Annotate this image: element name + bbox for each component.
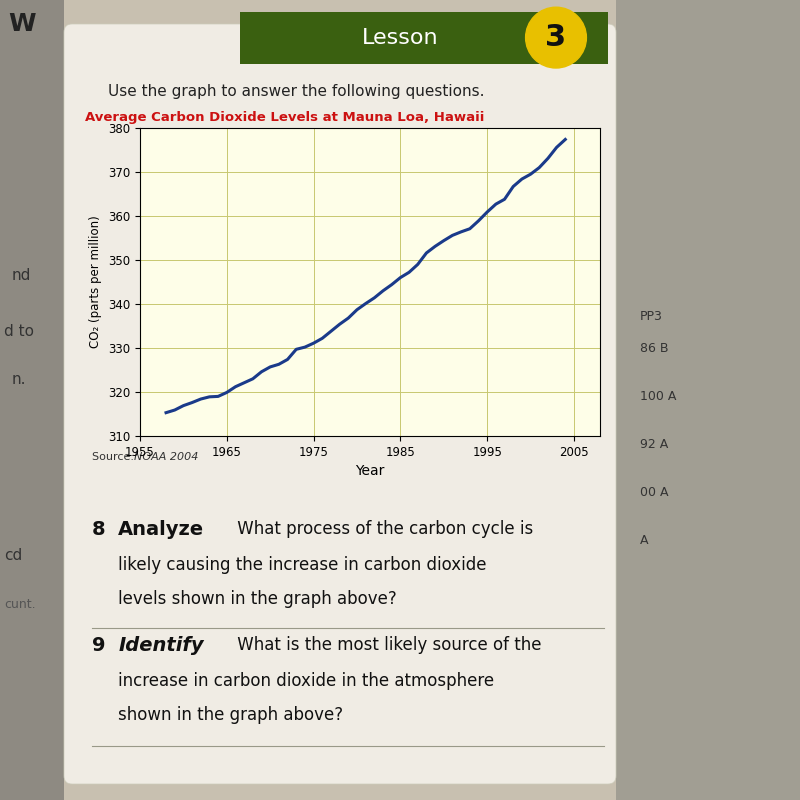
Text: 92 A: 92 A [640, 438, 668, 451]
Bar [0, 0, 64, 800]
FancyBboxPatch shape [64, 24, 616, 784]
Text: NOAA 2004: NOAA 2004 [134, 452, 198, 462]
Text: n.: n. [12, 372, 26, 387]
Text: d to: d to [4, 324, 34, 339]
Text: 3: 3 [546, 23, 566, 52]
Text: increase in carbon dioxide in the atmosphere: increase in carbon dioxide in the atmosp… [118, 672, 494, 690]
Text: 8: 8 [92, 520, 106, 539]
Circle shape [526, 7, 586, 68]
Text: cunt.: cunt. [4, 598, 36, 611]
Y-axis label: CO₂ (parts per million): CO₂ (parts per million) [90, 216, 102, 348]
Text: 00 A: 00 A [640, 486, 669, 499]
Bar [616, 0, 800, 800]
Text: Lesson: Lesson [362, 27, 438, 48]
Text: Average Carbon Dioxide Levels at Mauna Loa, Hawaii: Average Carbon Dioxide Levels at Mauna L… [85, 111, 484, 124]
X-axis label: Year: Year [355, 464, 385, 478]
Text: What is the most likely source of the: What is the most likely source of the [232, 636, 542, 654]
Text: Analyze: Analyze [118, 520, 205, 539]
Text: A: A [640, 534, 649, 547]
Bar [240, 12, 608, 64]
Text: What process of the carbon cycle is: What process of the carbon cycle is [232, 520, 534, 538]
Text: cd: cd [4, 548, 22, 563]
Text: W: W [8, 12, 36, 36]
Text: levels shown in the graph above?: levels shown in the graph above? [118, 590, 397, 608]
Text: 9: 9 [92, 636, 106, 655]
Text: shown in the graph above?: shown in the graph above? [118, 706, 343, 725]
Text: PP3: PP3 [640, 310, 663, 323]
Text: 86 B: 86 B [640, 342, 669, 355]
Text: Identify: Identify [118, 636, 204, 655]
Text: nd: nd [12, 268, 31, 283]
Text: likely causing the increase in carbon dioxide: likely causing the increase in carbon di… [118, 556, 487, 574]
Text: Source:: Source: [92, 452, 138, 462]
Text: Use the graph to answer the following questions.: Use the graph to answer the following qu… [108, 84, 485, 99]
Text: 100 A: 100 A [640, 390, 676, 403]
